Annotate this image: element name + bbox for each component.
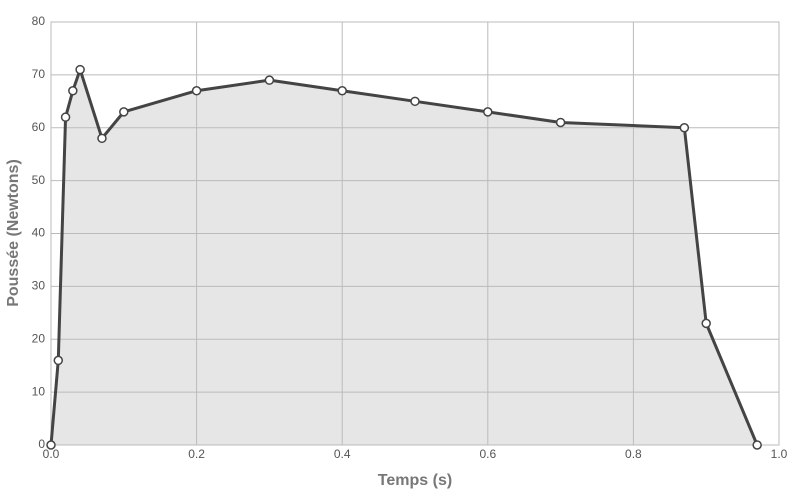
y-tick-label: 10 — [32, 384, 46, 398]
point — [75, 64, 85, 75]
y-tick-label: 0 — [38, 437, 45, 451]
y-axis-title: Poussée (Newtons) — [5, 159, 22, 307]
y-tick-label: 70 — [32, 67, 46, 81]
point — [410, 96, 420, 107]
area — [51, 69, 758, 446]
x-tick-label: 0.2 — [188, 447, 205, 461]
y-tick-label: 80 — [32, 14, 46, 28]
point — [97, 133, 107, 144]
point — [46, 440, 56, 450]
x-axis-title: Temps (s) — [378, 472, 452, 489]
point — [483, 107, 493, 117]
point — [555, 117, 566, 128]
point — [60, 112, 71, 122]
y-tick-label: 30 — [32, 279, 46, 293]
line — [49, 68, 759, 446]
x-tick-label: 0.4 — [334, 447, 351, 461]
point — [68, 85, 78, 96]
x-tick-label: 0.0 — [43, 447, 60, 461]
point — [53, 355, 64, 366]
point — [119, 107, 129, 117]
y-tick-label: 50 — [32, 173, 46, 187]
y-tick-label: 40 — [32, 226, 46, 240]
x-tick-label: 0.8 — [625, 447, 642, 461]
point — [679, 123, 690, 133]
point — [191, 85, 202, 96]
x-tick-label: 0.6 — [479, 447, 496, 461]
y-tick-label: 60 — [32, 120, 46, 134]
point — [337, 85, 347, 96]
point — [264, 75, 275, 85]
point — [752, 440, 762, 450]
y-tick-label: 20 — [32, 331, 46, 345]
point — [701, 318, 711, 329]
x-tick-label: 1.0 — [771, 447, 788, 461]
